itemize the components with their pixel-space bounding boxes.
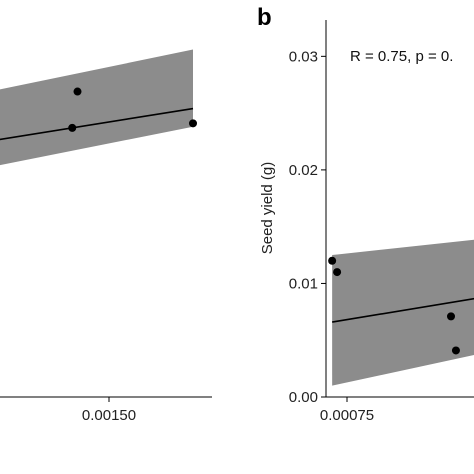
b-y-ticks: 0.00 0.01 0.02 0.03: [289, 48, 326, 406]
a-confidence-band: [0, 49, 193, 166]
data-point-3: [447, 312, 455, 321]
a-x-ticks: 0.00150: [82, 397, 136, 424]
y-tick-label: 0.01: [289, 275, 318, 292]
y-tick-label: 0.03: [289, 48, 318, 65]
regression-line-segment: [0, 107, 194, 141]
panel-b-label: b: [257, 4, 272, 31]
data-point-4: [451, 346, 460, 355]
b-regression-line: [332, 297, 474, 323]
b-confidence-band: [332, 239, 474, 386]
a-data-points: [68, 87, 197, 132]
y-tick-label: 0.00: [289, 389, 318, 406]
b-x-ticks: 0.00075: [320, 397, 374, 424]
x-tick-label: 0.00075: [320, 407, 374, 424]
panel-a: 0.00150: [0, 49, 212, 424]
x-tick-label: 0.00150: [82, 407, 136, 424]
panel-b-y-axis-title: Seed yield (g): [259, 162, 276, 255]
confidence-band-area: [332, 239, 474, 386]
b-data-points: [328, 256, 460, 355]
data-point-2: [333, 268, 342, 277]
panel-b: b Seed yield (g) 0.00 0.01 0.02 0.03 0.0007…: [257, 4, 474, 424]
confidence-band-area: [0, 49, 193, 166]
data-point-1: [328, 256, 337, 265]
data-point-1: [68, 123, 77, 132]
a-regression-line: [0, 107, 194, 141]
panel-b-correlation-annotation: R = 0.75, p = 0.: [350, 48, 453, 65]
data-point-2: [73, 87, 82, 96]
data-point-3: [189, 119, 197, 128]
regression-line-segment: [332, 297, 474, 323]
y-tick-label: 0.02: [289, 162, 318, 179]
